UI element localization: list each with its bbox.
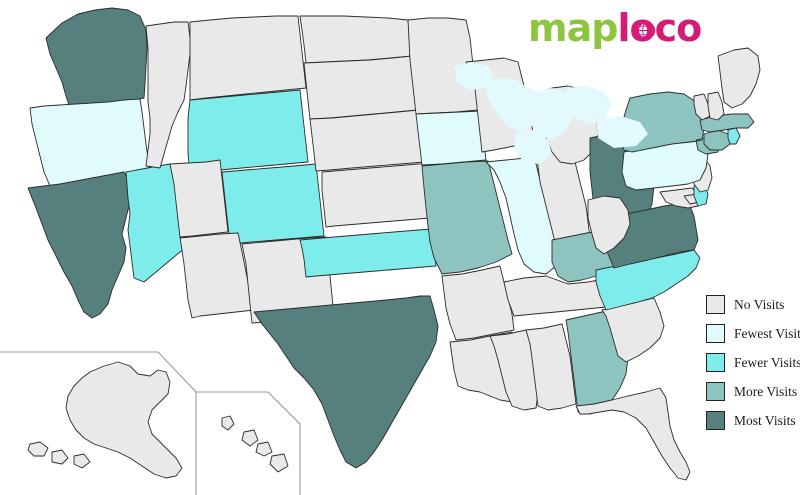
logo-loco-letters: loco (617, 6, 702, 50)
legend-swatch-icon (706, 411, 725, 430)
legend-swatch-icon (706, 353, 725, 372)
legend-item-more-visits[interactable]: More Visits (706, 379, 800, 404)
state-wyoming[interactable]: Wyoming (187, 89, 309, 174)
state-south-dakota[interactable]: South Dakota (303, 55, 419, 120)
logo-text-map: map (528, 6, 618, 50)
logo-text-loco: loco (617, 6, 702, 50)
state-north-dakota[interactable]: North Dakota (299, 15, 413, 64)
state-california[interactable]: California (27, 171, 133, 319)
state-connecticut[interactable]: Connecticut (703, 129, 731, 151)
state-arkansas[interactable]: Arkansas (441, 265, 515, 341)
legend-label: Most Visits (734, 412, 796, 428)
state-kansas[interactable]: Kansas (321, 163, 431, 228)
state-vermont[interactable]: Vermont (693, 93, 711, 121)
legend-label: More Visits (734, 383, 798, 399)
legend-swatch-icon (706, 324, 725, 343)
legend-item-fewest-visits[interactable]: Fewest Visits (706, 321, 800, 346)
legend-label: No Visits (734, 296, 785, 312)
legend-label: Fewer Visits (734, 354, 800, 370)
state-washington[interactable]: Washington (45, 7, 148, 109)
globe-icon (638, 21, 656, 40)
legend-item-most-visits[interactable]: Most Visits (706, 408, 800, 433)
state-arizona[interactable]: Arizona (179, 232, 255, 319)
legend-item-fewer-visits[interactable]: Fewer Visits (706, 350, 800, 375)
map-legend: No Visits Fewest Visits Fewer Visits More V… (706, 292, 800, 437)
state-montana[interactable]: Montana (189, 15, 307, 101)
state-colorado[interactable]: Colorado (221, 163, 325, 245)
state-idaho[interactable]: Idaho (145, 21, 191, 169)
state-new-hampshire[interactable]: New Hampshire (707, 91, 725, 121)
state-rhode-island[interactable]: Rhode Island (727, 127, 741, 145)
maploco-logo[interactable]: map loco (528, 6, 702, 50)
state-iowa[interactable]: Iowa (415, 110, 487, 166)
state-oklahoma[interactable]: Oklahoma (299, 228, 437, 278)
state-west-virginia[interactable]: West Virginia (587, 195, 631, 255)
state-hawaii[interactable]: Hawaii (221, 415, 289, 473)
state-alabama[interactable]: Alabama (525, 323, 577, 411)
state-maine[interactable]: Maine (717, 47, 761, 109)
state-nebraska[interactable]: Nebraska (309, 109, 425, 172)
state-alaska[interactable]: Alaska (27, 361, 183, 479)
legend-label: Fewest Visits (734, 325, 800, 341)
state-florida[interactable]: Florida (575, 387, 691, 481)
state-texas[interactable]: Texas (253, 295, 439, 469)
great-lakes (455, 62, 648, 164)
state-utah[interactable]: Utah (169, 159, 229, 238)
legend-swatch-icon (706, 295, 725, 314)
legend-item-no-visits[interactable]: No Visits (706, 292, 800, 317)
legend-swatch-icon (706, 382, 725, 401)
